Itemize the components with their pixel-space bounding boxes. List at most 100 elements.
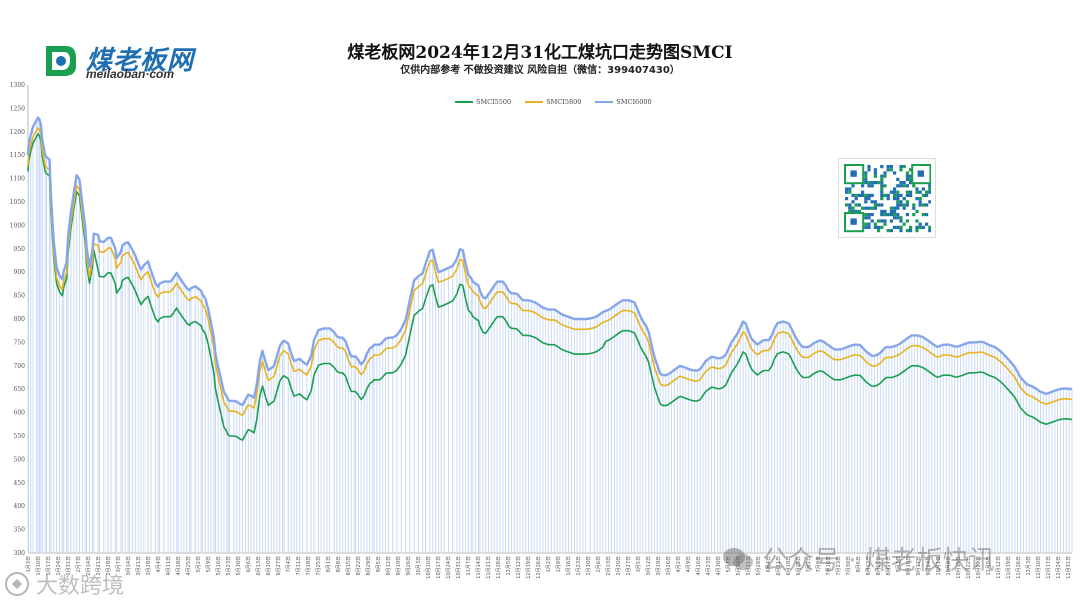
wechat-icon xyxy=(723,547,753,570)
x-tick-label: 10月1日 xyxy=(936,556,942,576)
x-tick-label: 11月21日 xyxy=(486,556,492,579)
x-tick-label: 1月3日 xyxy=(26,556,32,572)
x-tick-label: 6月25日 xyxy=(796,556,802,576)
x-tick-label: 12月26日 xyxy=(536,556,542,579)
x-tick-label: 1月31日 xyxy=(66,556,72,576)
legend-swatch-smci5500 xyxy=(455,101,473,103)
x-tick-label: 4月16日 xyxy=(696,556,702,576)
x-tick-label: 12月24日 xyxy=(1056,556,1062,579)
x-tick-label: 8月15日 xyxy=(346,556,352,576)
y-tick-label: 500 xyxy=(14,456,26,463)
x-tick-label: 8月6日 xyxy=(856,556,862,572)
x-tick-label: 6月4日 xyxy=(766,556,772,572)
x-tick-label: 1月23日 xyxy=(576,556,582,576)
x-tick-label: 6月27日 xyxy=(276,556,282,576)
x-tick-label: 1月30日 xyxy=(586,556,592,576)
x-tick-label: 2月21日 xyxy=(96,556,102,576)
legend-swatch-smci6000 xyxy=(595,101,614,103)
x-tick-label: 3月7日 xyxy=(116,556,122,572)
x-tick-label: 1月2日 xyxy=(546,556,552,572)
legend-label-smci6000: SMCI6000 xyxy=(616,98,652,106)
x-tick-label: 4月2日 xyxy=(676,556,682,572)
x-tick-label: 10月29日 xyxy=(976,556,982,579)
logo-text: 煤老板网 xyxy=(86,46,195,76)
chart-title: 煤老板网2024年12月31化工煤坑口走势图SMCI xyxy=(347,43,733,63)
y-tick-label: 350 xyxy=(14,527,26,534)
x-tick-label: 2月7日 xyxy=(76,556,82,572)
logo: 煤老板网 meilaoban·com xyxy=(42,42,232,82)
x-tick-label: 10月15日 xyxy=(956,556,962,579)
x-tick-label: 11月26日 xyxy=(1016,556,1022,579)
x-tick-label: 1月24日 xyxy=(56,556,62,576)
x-tick-label: 10月17日 xyxy=(436,556,442,579)
x-tick-label: 10月8日 xyxy=(946,556,952,576)
x-tick-label: 2月14日 xyxy=(86,556,92,576)
watermark-logo-icon xyxy=(5,572,29,596)
x-tick-label: 9月24日 xyxy=(926,556,932,576)
y-tick-label: 950 xyxy=(14,246,26,253)
watermark-right: 公众号 · 煤老板快讯 xyxy=(722,540,995,577)
x-tick-label: 3月5日 xyxy=(636,556,642,572)
x-tick-label: 2月27日 xyxy=(626,556,632,576)
x-tick-label: 11月14日 xyxy=(476,556,482,579)
x-tick-label: 5月23日 xyxy=(226,556,232,576)
x-tick-label: 6月6日 xyxy=(246,556,252,572)
x-tick-label: 2月20日 xyxy=(616,556,622,576)
logo-domain: meilaoban·com xyxy=(86,67,175,81)
x-tick-label: 3月26日 xyxy=(666,556,672,576)
x-tick-label: 3月12日 xyxy=(646,556,652,576)
x-tick-label: 12月12日 xyxy=(516,556,522,579)
x-tick-label: 8月8日 xyxy=(336,556,342,572)
y-tick-label: 850 xyxy=(14,293,26,300)
series-line-smci5500 xyxy=(27,133,1073,441)
x-tick-label: 1月9日 xyxy=(556,556,562,572)
x-tick-label: 5月2日 xyxy=(196,556,202,572)
y-tick-label: 1300 xyxy=(10,82,25,89)
watermark-left: 大数跨境 xyxy=(4,568,124,600)
x-tick-label: 12月19日 xyxy=(526,556,532,579)
x-tick-label: 5月16日 xyxy=(216,556,222,576)
x-tick-label: 8月13日 xyxy=(866,556,872,576)
series-line-smci6000 xyxy=(26,116,1073,407)
y-tick-label: 600 xyxy=(14,410,26,417)
x-tick-label: 6月20日 xyxy=(266,556,272,576)
x-tick-label: 10月24日 xyxy=(446,556,452,579)
y-tick-label: 1150 xyxy=(10,152,25,159)
y-tick-label: 300 xyxy=(14,550,26,557)
y-tick-label: 550 xyxy=(14,433,26,440)
y-tick-label: 900 xyxy=(14,269,26,276)
chart-subtitle: 仅供内部参考 不做投资建议 风险自担（微信：399407430） xyxy=(400,65,680,76)
x-tick-label: 11月12日 xyxy=(996,556,1002,579)
x-tick-label: 7月16日 xyxy=(826,556,832,576)
x-tick-label: 4月4日 xyxy=(156,556,162,572)
x-tick-label: 4月23日 xyxy=(706,556,712,576)
x-tick-label: 4月9日 xyxy=(686,556,692,572)
x-tick-label: 6月18日 xyxy=(786,556,792,576)
series-line-smci5800 xyxy=(27,127,1073,417)
x-tick-label: 9月10日 xyxy=(906,556,912,576)
legend: SMCI5500 SMCI5800 SMCI6000 xyxy=(455,98,652,106)
x-tick-label: 5月28日 xyxy=(756,556,762,576)
x-tick-label: 5月21日 xyxy=(746,556,752,576)
x-tick-label: 10月3日 xyxy=(416,556,422,576)
watermark-right-text: 公众号 · 煤老板快讯 xyxy=(762,546,995,576)
x-tick-label: 12月3日 xyxy=(1026,556,1032,576)
qr-code-icon xyxy=(844,164,931,233)
x-tick-label: 3月19日 xyxy=(656,556,662,576)
x-tick-label: 4月18日 xyxy=(176,556,182,576)
legend-item-smci6000: SMCI6000 xyxy=(595,98,652,106)
x-tick-label: 8月1日 xyxy=(326,556,332,572)
x-tick-label: 12月31日 xyxy=(1066,556,1072,579)
x-tick-label: 7月25日 xyxy=(316,556,322,576)
legend-item-smci5500: SMCI5500 xyxy=(455,98,511,106)
x-tick-label: 9月3日 xyxy=(896,556,902,572)
legend-label-smci5500: SMCI5500 xyxy=(476,98,512,106)
y-tick-label: 800 xyxy=(14,316,26,323)
x-tick-label: 11月7日 xyxy=(466,556,472,576)
qr-code xyxy=(838,158,936,238)
x-tick-label: 5月14日 xyxy=(736,556,742,576)
x-tick-label: 1月16日 xyxy=(566,556,572,576)
legend-swatch-smci5800 xyxy=(525,101,544,103)
y-tick-label: 750 xyxy=(14,339,26,346)
